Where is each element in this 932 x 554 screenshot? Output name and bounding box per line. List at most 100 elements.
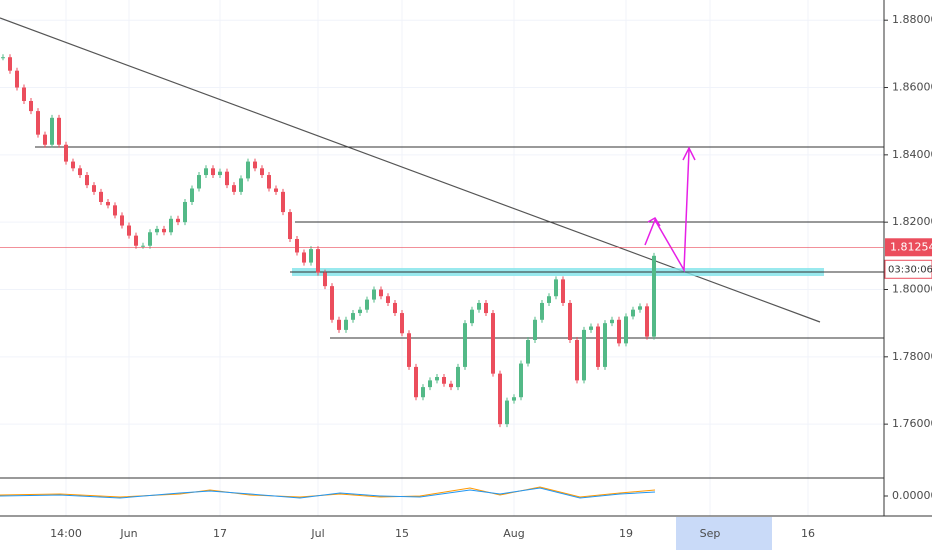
candle <box>274 188 278 192</box>
candle <box>71 161 75 169</box>
candle <box>232 185 236 192</box>
candle <box>141 245 145 247</box>
candle <box>519 363 523 398</box>
candle <box>211 168 215 176</box>
candle <box>484 302 488 314</box>
candle <box>106 201 110 206</box>
countdown-label: 03:30:06 <box>888 264 932 275</box>
y-tick-label: 1.86000 <box>892 81 932 94</box>
x-tick-label: 14:00 <box>50 527 82 540</box>
candle <box>477 302 481 310</box>
indicator-tick-label: 0.00000 <box>892 489 932 502</box>
candle <box>505 400 509 425</box>
candle <box>29 100 33 112</box>
axis-labels: 1.76000 1.78000 1.80000 1.82000 1.84000 1.860… <box>50 13 932 540</box>
candle <box>190 188 194 202</box>
candle <box>134 235 138 246</box>
candle <box>36 111 40 135</box>
x-tick-label: 16 <box>801 527 815 540</box>
candle <box>309 249 313 263</box>
last-price-box <box>885 238 932 257</box>
candle <box>78 168 82 176</box>
candle <box>155 228 159 233</box>
indicator-line <box>0 487 656 499</box>
candle <box>337 319 341 330</box>
candle <box>330 286 334 320</box>
candle <box>463 323 467 367</box>
y-tick-label: 1.82000 <box>892 215 932 228</box>
candle <box>288 212 292 239</box>
candle <box>120 215 124 226</box>
candle <box>547 296 551 303</box>
candle <box>540 302 544 320</box>
x-tick-label: 17 <box>213 527 227 540</box>
candle <box>386 296 390 303</box>
y-tick-label: 1.78000 <box>892 350 932 363</box>
candle <box>267 175 271 189</box>
x-tick-label: Sep <box>700 527 721 540</box>
candle <box>379 289 383 297</box>
x-tick-label: Aug <box>503 527 524 540</box>
candle <box>295 239 299 253</box>
candle <box>372 289 376 300</box>
candle <box>239 178 243 192</box>
candle <box>491 313 495 374</box>
candle <box>652 255 656 337</box>
candle <box>204 168 208 176</box>
candle <box>344 319 348 330</box>
candle <box>85 175 89 186</box>
projection-arrows <box>644 146 696 273</box>
candle <box>414 366 418 398</box>
candle <box>358 309 362 314</box>
candle <box>113 205 117 216</box>
candle <box>568 302 572 340</box>
candle <box>365 299 369 310</box>
candle <box>176 218 180 223</box>
candle <box>22 87 26 101</box>
candle <box>99 191 103 202</box>
candle <box>435 377 439 381</box>
candle <box>442 377 446 384</box>
candle <box>421 387 425 398</box>
candle <box>575 339 579 381</box>
x-tick-label: Jun <box>119 527 137 540</box>
candle <box>183 201 187 223</box>
candle <box>43 134 47 145</box>
candle <box>162 228 166 233</box>
candle <box>393 302 397 314</box>
candle <box>400 313 404 334</box>
candle <box>8 57 12 71</box>
candle <box>169 218 173 233</box>
candle <box>645 306 649 337</box>
candle <box>127 225 131 236</box>
candle <box>92 185 96 192</box>
candle <box>225 171 229 186</box>
candle <box>512 397 516 401</box>
x-tick-label: Jul <box>310 527 324 540</box>
candle <box>316 249 320 273</box>
candle <box>449 383 453 388</box>
candle <box>15 70 19 88</box>
candle <box>582 329 586 381</box>
arrow-path <box>644 149 690 273</box>
candle <box>589 326 593 330</box>
candle <box>64 144 68 162</box>
candle <box>638 306 642 310</box>
x-tick-label: 15 <box>395 527 409 540</box>
candle <box>302 252 306 263</box>
candle <box>253 161 257 169</box>
y-tick-label: 1.84000 <box>892 148 932 161</box>
countdown-box <box>884 259 932 279</box>
candle <box>526 339 530 364</box>
candle <box>351 313 355 320</box>
candle <box>596 326 600 367</box>
candle <box>428 380 432 388</box>
candle <box>260 168 264 176</box>
candle <box>617 319 621 344</box>
candle <box>57 117 61 145</box>
candle <box>197 175 201 189</box>
arrow-head <box>647 216 661 227</box>
candle <box>246 161 250 179</box>
arrow-head <box>682 146 696 161</box>
